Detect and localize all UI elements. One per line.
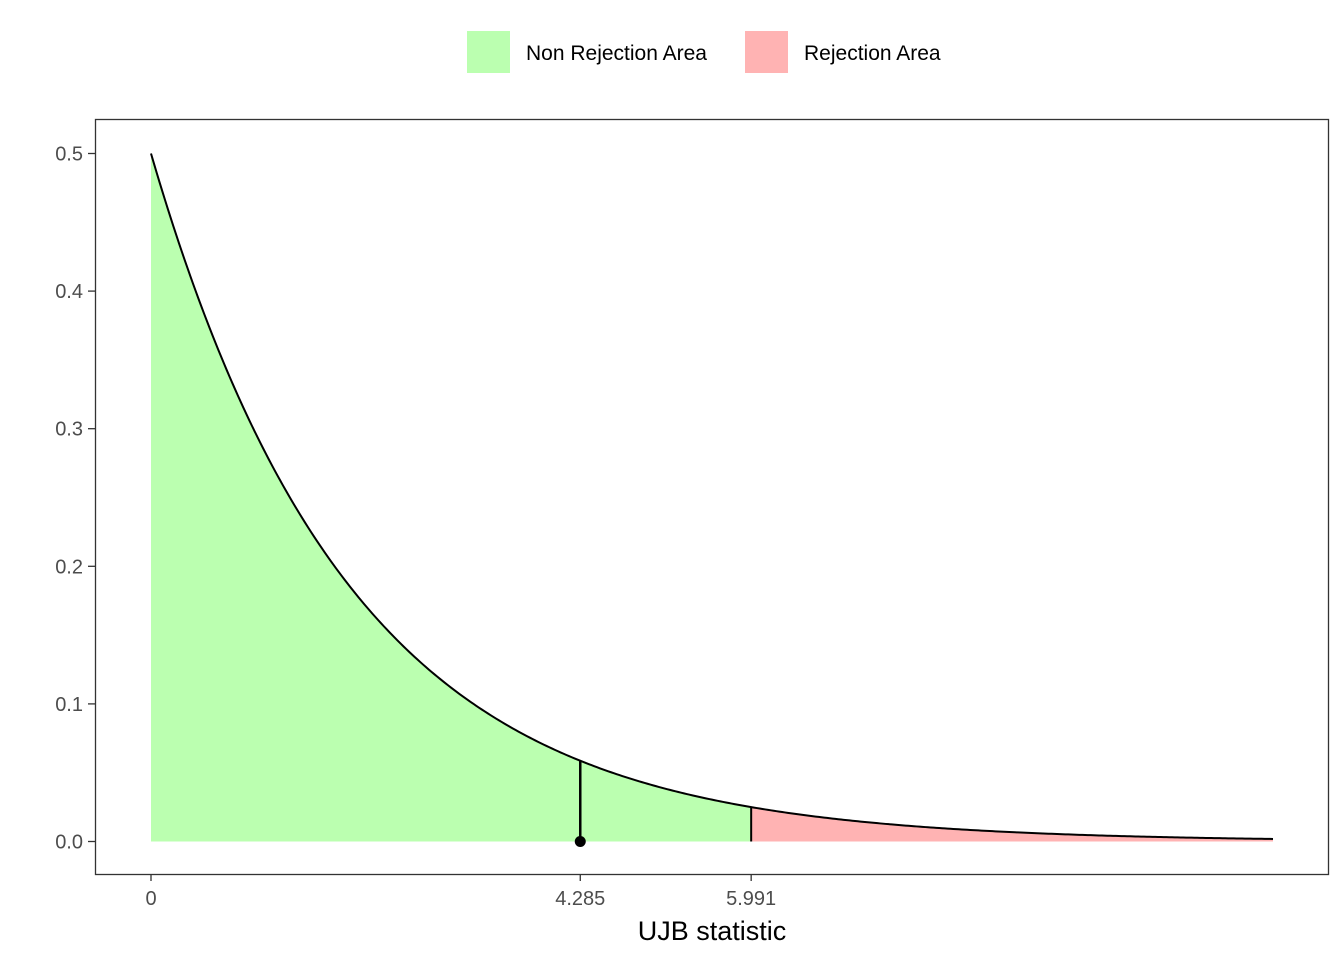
non-rejection-area — [151, 153, 752, 842]
legend-key-non-rejection — [467, 31, 510, 73]
legend-label-rejection: Rejection Area — [804, 42, 941, 65]
density-curve — [150, 153, 1274, 840]
rejection-area — [751, 807, 1273, 842]
y-axis: 0.0 0.1 0.2 0.3 0.4 0.5 — [55, 144, 95, 854]
y-tick-label: 0.3 — [55, 419, 83, 441]
legend-label-non-rejection: Non Rejection Area — [526, 42, 707, 65]
x-tick-label: 5.991 — [726, 888, 776, 910]
y-tick-label: 0.0 — [55, 832, 83, 854]
x-tick-label: 0 — [145, 888, 156, 910]
x-axis-title: UJB statistic — [638, 916, 787, 946]
x-axis: 0 4.285 5.991 — [145, 874, 776, 910]
observed-statistic-point — [574, 836, 586, 847]
legend: Non Rejection Area Rejection Area — [467, 31, 941, 73]
y-tick-label: 0.1 — [55, 694, 83, 716]
y-tick-label: 0.4 — [55, 281, 83, 303]
legend-key-rejection — [745, 31, 788, 73]
y-tick-label: 0.2 — [55, 556, 83, 578]
x-tick-label: 4.285 — [555, 888, 605, 910]
y-tick-label: 0.5 — [55, 144, 83, 166]
plot-area — [94, 118, 1330, 876]
panel-border — [94, 118, 1330, 876]
